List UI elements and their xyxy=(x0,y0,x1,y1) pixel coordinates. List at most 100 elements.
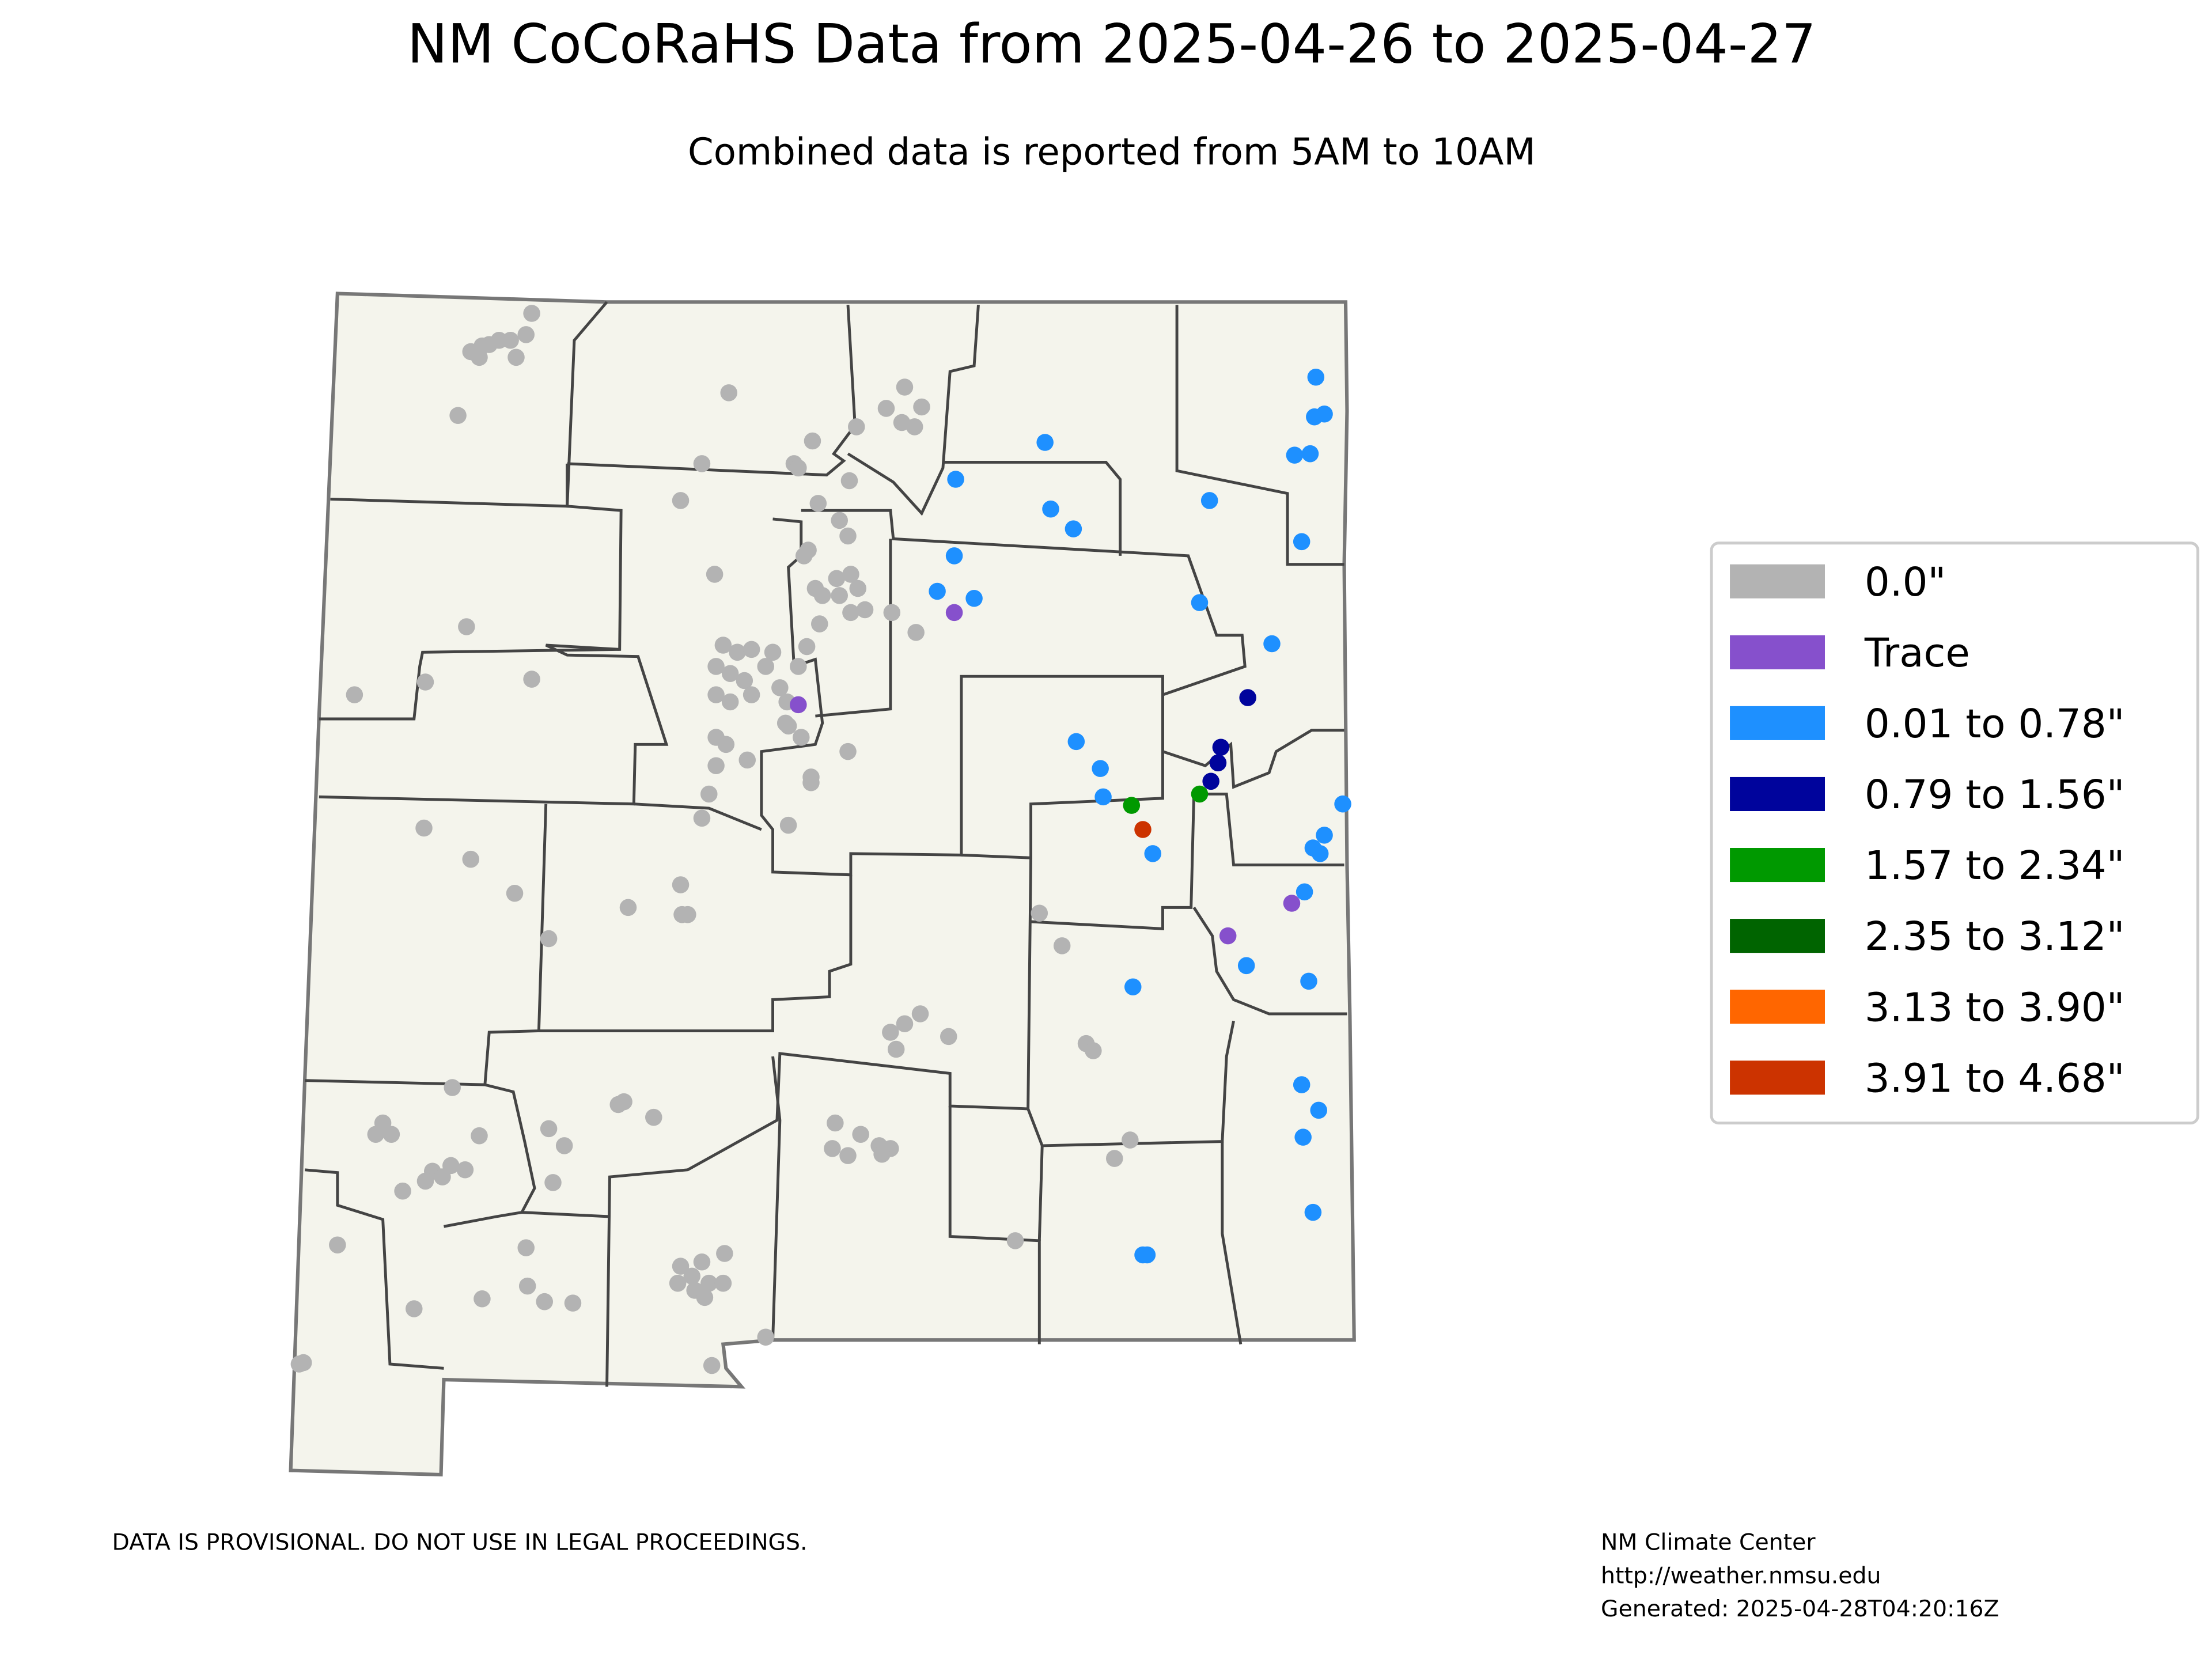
station-point xyxy=(456,1161,474,1179)
station-point xyxy=(1263,635,1281,653)
credit-line: http://weather.nmsu.edu xyxy=(1601,1562,1881,1589)
station-point xyxy=(896,1015,914,1032)
station-point xyxy=(1239,689,1256,706)
station-point xyxy=(1294,1128,1312,1146)
legend-swatch xyxy=(1730,777,1825,811)
station-point xyxy=(1042,500,1059,518)
station-point xyxy=(1191,785,1209,803)
station-point xyxy=(706,566,724,583)
legend-label: 3.91 to 4.68" xyxy=(1865,1055,2125,1101)
station-point xyxy=(945,547,963,565)
station-point xyxy=(1092,760,1109,777)
station-point xyxy=(1094,788,1112,806)
station-point xyxy=(1316,827,1333,844)
station-point xyxy=(743,686,760,703)
legend-swatch xyxy=(1730,635,1825,669)
station-point xyxy=(406,1300,423,1317)
station-point xyxy=(679,906,696,923)
county-lines xyxy=(305,301,1347,1387)
legend-label: Trace xyxy=(1864,630,1970,676)
station-point xyxy=(793,729,810,746)
station-point xyxy=(507,349,525,366)
legend-label: 0.01 to 0.78" xyxy=(1865,701,2125,747)
station-point xyxy=(700,785,718,803)
station-point xyxy=(523,305,540,322)
station-point xyxy=(802,774,820,791)
station-point xyxy=(965,590,983,607)
station-point xyxy=(1307,369,1325,386)
station-point xyxy=(804,432,821,450)
station-point xyxy=(1134,821,1152,838)
station-point xyxy=(1106,1150,1123,1167)
title: NM CoCoRaHS Data from 2025-04-26 to 2025… xyxy=(407,13,1816,75)
station-point xyxy=(540,930,558,948)
station-point xyxy=(911,1005,929,1022)
legend-swatch xyxy=(1730,990,1825,1024)
station-point xyxy=(471,1127,488,1145)
station-point xyxy=(824,1140,841,1157)
station-point xyxy=(795,547,813,565)
station-point xyxy=(394,1182,411,1200)
legend-swatch xyxy=(1730,706,1825,740)
station-point xyxy=(721,693,739,711)
station-point xyxy=(839,743,857,760)
station-point xyxy=(743,641,760,658)
station-point xyxy=(1065,520,1082,537)
station-point xyxy=(1122,1131,1139,1149)
station-point xyxy=(940,1028,957,1046)
station-point xyxy=(1053,937,1071,955)
station-point xyxy=(779,816,797,834)
station-point xyxy=(1301,445,1319,463)
subtitle: Combined data is reported from 5AM to 10… xyxy=(688,131,1536,174)
station-point xyxy=(813,587,831,604)
legend-label: 0.0" xyxy=(1865,559,1946,605)
station-point xyxy=(777,714,794,732)
station-point xyxy=(416,1172,434,1190)
station-point xyxy=(947,471,964,488)
legend-box xyxy=(1710,541,2199,1124)
station-point xyxy=(1296,883,1313,901)
station-point xyxy=(839,527,857,545)
station-point xyxy=(506,885,524,902)
station-point xyxy=(1067,733,1085,751)
station-point xyxy=(1085,1042,1102,1059)
station-point xyxy=(693,455,711,472)
station-point xyxy=(1200,492,1218,509)
station-point xyxy=(693,1253,711,1271)
station-point xyxy=(771,679,789,696)
station-point xyxy=(544,1174,562,1191)
station-point xyxy=(757,1328,774,1346)
station-point xyxy=(462,850,479,868)
station-point xyxy=(1334,795,1351,813)
station-point xyxy=(444,1079,461,1096)
station-point xyxy=(672,1257,690,1275)
station-point xyxy=(517,1239,535,1256)
station-point xyxy=(929,582,946,600)
station-point xyxy=(1311,845,1329,862)
station-point xyxy=(714,1274,732,1292)
station-point xyxy=(907,624,925,641)
station-point xyxy=(856,601,874,619)
station-point xyxy=(1283,895,1301,912)
station-point xyxy=(790,459,807,477)
station-point xyxy=(764,643,782,661)
station-point xyxy=(474,1290,491,1308)
station-point xyxy=(416,673,434,691)
station-point xyxy=(536,1293,553,1310)
station-point xyxy=(1286,446,1304,464)
station-point xyxy=(518,1277,536,1295)
station-point xyxy=(700,1274,718,1292)
station-point xyxy=(295,1354,312,1372)
station-point xyxy=(523,671,540,688)
station-point xyxy=(887,1040,905,1058)
legend-swatch xyxy=(1730,919,1825,953)
legend-label: 1.57 to 2.34" xyxy=(1865,843,2125,889)
station-point xyxy=(645,1108,662,1126)
station-point xyxy=(831,512,848,529)
station-point xyxy=(703,1357,721,1374)
station-point xyxy=(1316,406,1333,423)
station-point xyxy=(1300,972,1317,990)
station-point xyxy=(564,1294,582,1312)
station-point xyxy=(707,658,725,675)
